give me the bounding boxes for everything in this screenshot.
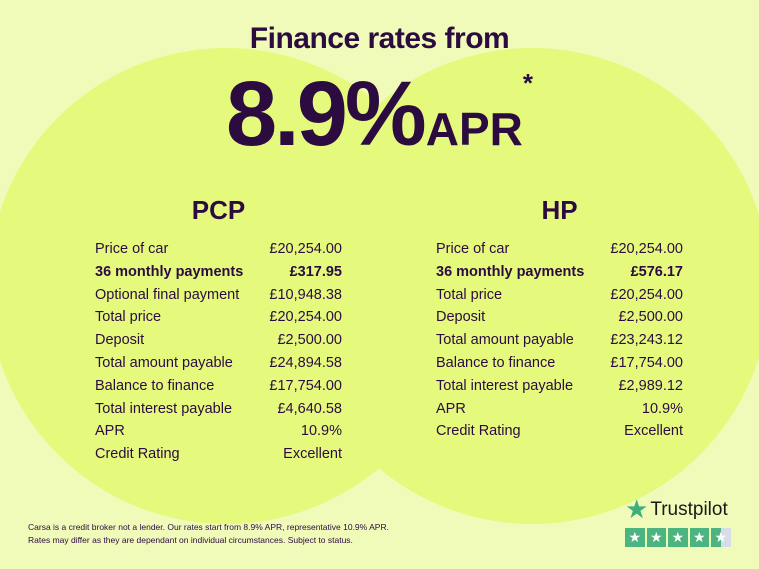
- row-label: Credit Rating: [95, 446, 180, 463]
- row-value: £24,894.58: [269, 354, 342, 371]
- row-label: 36 monthly payments: [95, 263, 244, 280]
- table-row: Total interest payable £4,640.58: [95, 398, 342, 421]
- hp-heading: HP: [541, 195, 578, 225]
- row-label: Total price: [436, 286, 503, 303]
- table-row: 36 monthly payments £317.95: [95, 261, 342, 284]
- trustpilot-star-icon: ★: [625, 494, 649, 524]
- rating-star-icon: ★: [668, 528, 688, 547]
- row-value: £2,500.00: [277, 332, 342, 349]
- row-value: £17,754.00: [269, 377, 342, 394]
- row-value: £2,989.12: [618, 377, 683, 394]
- row-label: Total amount payable: [436, 332, 574, 349]
- disclaimer-line-1: Carsa is a credit broker not a lender. O…: [28, 522, 389, 532]
- table-row: Credit Rating Excellent: [436, 420, 683, 443]
- table-row: Total price £20,254.00: [436, 284, 683, 307]
- table-row: Balance to finance £17,754.00: [95, 375, 342, 398]
- row-label: Price of car: [436, 241, 510, 257]
- row-value: £4,640.58: [277, 400, 342, 417]
- row-value: Excellent: [283, 446, 342, 463]
- row-value: £317.95: [289, 263, 342, 280]
- trustpilot-name: Trustpilot: [650, 498, 728, 520]
- table-row: APR 10.9%: [436, 398, 683, 421]
- table-row: Credit Rating Excellent: [95, 443, 342, 466]
- row-label: Balance to finance: [95, 377, 215, 394]
- row-label: Balance to finance: [436, 354, 556, 371]
- trustpilot-logo: ★ Trustpilot: [625, 494, 731, 525]
- table-row: Total amount payable £24,894.58: [95, 352, 342, 375]
- row-value: £20,254.00: [269, 241, 342, 257]
- row-label: Deposit: [95, 332, 145, 349]
- row-label: Total interest payable: [436, 377, 574, 394]
- rate-value: 8.9%: [226, 63, 427, 165]
- table-row: Price of car £20,254.00: [95, 238, 342, 261]
- pcp-table: PCP Price of car £20,254.00 36 monthly pay…: [95, 195, 342, 466]
- row-label: Total interest payable: [95, 400, 233, 417]
- row-value: £17,754.00: [610, 354, 683, 371]
- table-row: APR 10.9%: [95, 420, 342, 443]
- rate-headline: 8.9%APR *: [0, 62, 759, 167]
- asterisk: *: [522, 68, 533, 98]
- row-label: Total amount payable: [95, 354, 233, 371]
- row-label: Total price: [95, 309, 162, 326]
- apr-label: APR: [425, 103, 523, 155]
- table-row: Optional final payment £10,948.38: [95, 284, 342, 307]
- table-row: Balance to finance £17,754.00: [436, 352, 683, 375]
- row-label: Credit Rating: [436, 423, 521, 440]
- table-row: 36 monthly payments £576.17: [436, 261, 683, 284]
- row-value: £10,948.38: [269, 286, 342, 303]
- row-value: £20,254.00: [269, 309, 342, 326]
- row-value: Excellent: [624, 423, 683, 440]
- pcp-heading: PCP: [191, 195, 246, 225]
- disclaimer: Carsa is a credit broker not a lender. O…: [28, 521, 389, 547]
- table-row: Deposit £2,500.00: [95, 329, 342, 352]
- table-row: Deposit £2,500.00: [436, 306, 683, 329]
- row-label: APR: [436, 400, 466, 417]
- row-label: APR: [95, 423, 125, 440]
- disclaimer-line-2: Rates may differ as they are dependant o…: [28, 535, 353, 545]
- row-value: £576.17: [630, 263, 683, 280]
- row-value: 10.9%: [641, 400, 683, 417]
- rating-star-icon: ★: [625, 528, 645, 547]
- row-value: £2,500.00: [618, 309, 683, 326]
- row-value: £20,254.00: [610, 241, 683, 257]
- headline: Finance rates from: [249, 22, 510, 55]
- table-row: Total price £20,254.00: [95, 306, 342, 329]
- table-row: Price of car £20,254.00: [436, 238, 683, 261]
- row-label: Optional final payment: [95, 286, 240, 303]
- table-row: Total interest payable £2,989.12: [436, 375, 683, 398]
- row-value: 10.9%: [300, 423, 342, 440]
- trustpilot-badge[interactable]: ★ Trustpilot ★ ★ ★ ★ ★: [625, 494, 731, 547]
- rating-star-icon: ★: [646, 528, 666, 547]
- right-background-circle: [294, 48, 759, 524]
- trustpilot-rating: ★ ★ ★ ★ ★: [625, 528, 731, 547]
- row-label: 36 monthly payments: [436, 263, 585, 280]
- table-row: Total amount payable £23,243.12: [436, 329, 683, 352]
- row-value: £23,243.12: [610, 332, 683, 349]
- row-label: Price of car: [95, 241, 169, 257]
- rating-star-icon: ★: [711, 528, 731, 547]
- row-value: £20,254.00: [610, 286, 683, 303]
- rating-star-icon: ★: [689, 528, 709, 547]
- row-label: Deposit: [436, 309, 486, 326]
- hp-table: HP Price of car £20,254.00 36 monthly paym…: [436, 195, 683, 443]
